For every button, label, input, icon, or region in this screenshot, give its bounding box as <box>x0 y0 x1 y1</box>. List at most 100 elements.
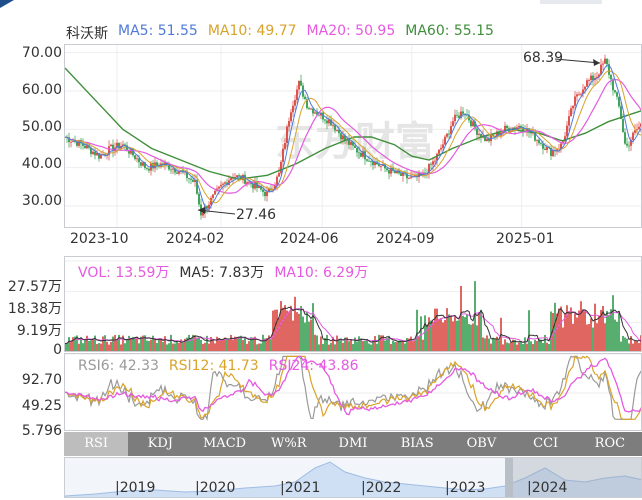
volume-bar <box>546 342 548 351</box>
candle-body <box>418 172 420 178</box>
volume-bar <box>488 338 490 351</box>
volume-bar <box>300 306 302 351</box>
candle-body <box>316 112 318 115</box>
candle-body <box>534 132 536 141</box>
timeline-navigator[interactable]: |2019 |2020 |2021 |2022 |2023 |2024 <box>64 457 642 498</box>
volume-bar <box>354 337 356 351</box>
candle-body <box>440 147 442 150</box>
volume-bar <box>388 335 390 351</box>
legend-vol-ma10: MA10: 6.29万 <box>274 265 369 281</box>
candle-body <box>612 79 614 91</box>
tab-macd[interactable]: MACD <box>203 436 247 451</box>
candle-body <box>438 149 440 154</box>
volume-bar <box>158 338 160 351</box>
tab-kdj[interactable]: KDJ <box>147 436 173 451</box>
volume-bar <box>200 339 202 351</box>
volume-bar <box>364 340 366 351</box>
candle-body <box>252 184 254 189</box>
candle-body <box>538 139 540 144</box>
volume-axis-tick: 18.38万 <box>7 301 62 317</box>
candle-body <box>430 163 432 165</box>
volume-bar <box>596 323 598 351</box>
volume-bar <box>580 301 582 351</box>
volume-bar <box>474 281 476 351</box>
volume-bar <box>260 343 262 351</box>
price-axis-tick: 30.00 <box>21 193 62 209</box>
candle-body <box>434 160 436 162</box>
tab-rsi[interactable]: RSI <box>64 432 129 456</box>
ma10-line <box>65 70 641 204</box>
volume-bar <box>126 339 128 351</box>
price-axis-tick: 50.00 <box>21 119 62 135</box>
volume-bar <box>448 314 450 351</box>
candle-body <box>518 125 520 128</box>
volume-bar <box>554 302 556 351</box>
volume-axis-tick: 0 <box>53 342 62 358</box>
candle-body <box>144 162 146 169</box>
tab-wr[interactable]: W%R <box>271 436 307 451</box>
candle-body <box>486 138 488 142</box>
candle-body <box>352 141 354 146</box>
volume-bar <box>446 308 448 351</box>
candle-body <box>514 127 516 130</box>
candle-body <box>450 126 452 135</box>
volume-bar <box>232 339 234 351</box>
candle-body <box>248 181 250 183</box>
volume-bar <box>602 305 604 351</box>
candle-body <box>340 133 342 140</box>
rsi-legend: RSI6: 42.33 RSI12: 41.73 RSI24: 43.86 <box>78 358 359 374</box>
volume-bar <box>478 313 480 351</box>
volume-bar <box>346 337 348 351</box>
tab-roc[interactable]: ROC <box>594 436 626 451</box>
candle-body <box>506 125 508 129</box>
tab-cci[interactable]: CCI <box>533 436 559 451</box>
volume-bar <box>352 344 354 351</box>
candle-body <box>564 136 566 142</box>
volume-bar <box>416 309 418 351</box>
candle-body <box>618 96 620 107</box>
volume-bar <box>112 336 114 351</box>
volume-bar <box>196 337 198 351</box>
candle-body <box>198 193 200 205</box>
candle-body <box>294 100 296 106</box>
candle-body <box>102 154 104 155</box>
volume-bar <box>150 339 152 351</box>
volume-bar <box>172 343 174 351</box>
volume-bar <box>618 311 620 351</box>
price-chart-panel[interactable]: 东方财富 68.39 27.46 <box>64 44 642 228</box>
candle-body <box>162 163 164 165</box>
price-chart[interactable]: 东方财富 68.39 27.46 <box>65 45 642 228</box>
volume-bar <box>266 338 268 351</box>
candle-body <box>202 213 204 216</box>
tab-bias[interactable]: BIAS <box>400 436 434 451</box>
candle-body <box>614 90 616 93</box>
volume-bar <box>78 343 80 351</box>
volume-chart-panel[interactable] <box>64 256 642 352</box>
volume-bar <box>230 334 232 351</box>
volume-bar <box>440 318 442 351</box>
rsi-chart[interactable] <box>65 354 642 431</box>
tab-dmi[interactable]: DMI <box>338 436 368 451</box>
navigator-year: |2022 <box>361 480 402 496</box>
tab-obv[interactable]: OBV <box>466 436 497 451</box>
x-axis-tick: 2023-10 <box>70 231 129 247</box>
rsi6-line <box>65 355 641 422</box>
candle-body <box>242 174 244 181</box>
volume-bar <box>84 339 86 351</box>
candle-body <box>378 164 380 167</box>
volume-bar <box>202 343 204 351</box>
volume-bar <box>166 344 168 351</box>
rsi-chart-panel[interactable] <box>64 353 642 431</box>
candle-body <box>172 168 174 170</box>
volume-bar <box>622 335 624 351</box>
volume-bar <box>518 342 520 351</box>
volume-bar <box>396 342 398 351</box>
volume-chart[interactable] <box>65 257 642 352</box>
volume-bar <box>118 334 120 351</box>
volume-bar <box>334 344 336 351</box>
candle-body <box>260 185 262 190</box>
candle-body <box>330 119 332 126</box>
candle-body <box>68 137 70 143</box>
candle-body <box>640 123 641 127</box>
volume-bar <box>154 339 156 351</box>
